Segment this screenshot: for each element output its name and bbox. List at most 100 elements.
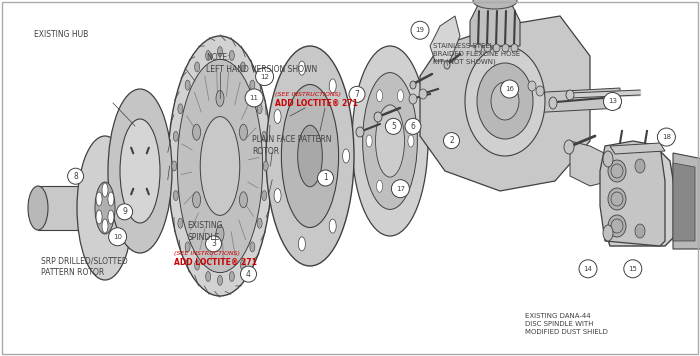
Text: 13: 13 <box>608 99 617 104</box>
Ellipse shape <box>536 86 544 96</box>
Ellipse shape <box>193 124 201 140</box>
Ellipse shape <box>274 189 281 203</box>
Ellipse shape <box>230 51 235 61</box>
Circle shape <box>318 170 333 186</box>
Ellipse shape <box>608 188 626 210</box>
Ellipse shape <box>475 44 482 52</box>
Ellipse shape <box>635 159 645 173</box>
Ellipse shape <box>266 46 354 266</box>
Ellipse shape <box>528 81 536 91</box>
Ellipse shape <box>329 219 336 233</box>
Ellipse shape <box>250 242 255 252</box>
Text: SRP DRILLED/SLOTTED
PATTERN ROTOR: SRP DRILLED/SLOTTED PATTERN ROTOR <box>41 256 127 277</box>
Ellipse shape <box>96 210 102 224</box>
Ellipse shape <box>444 61 450 69</box>
Polygon shape <box>673 153 700 249</box>
Text: 8: 8 <box>74 172 78 181</box>
Text: 17: 17 <box>396 186 405 192</box>
Ellipse shape <box>178 104 183 114</box>
Text: 15: 15 <box>629 266 637 272</box>
Ellipse shape <box>200 117 240 215</box>
Ellipse shape <box>409 94 417 104</box>
Circle shape <box>241 266 256 282</box>
Ellipse shape <box>398 180 403 192</box>
Ellipse shape <box>603 225 613 241</box>
Ellipse shape <box>174 190 178 201</box>
Text: EXISTING
SPINDLE: EXISTING SPINDLE <box>188 221 223 241</box>
Ellipse shape <box>102 219 108 233</box>
Circle shape <box>386 119 401 134</box>
Ellipse shape <box>230 272 235 282</box>
Circle shape <box>245 89 263 107</box>
Circle shape <box>657 128 676 146</box>
Ellipse shape <box>239 124 247 140</box>
Circle shape <box>500 80 519 98</box>
Ellipse shape <box>263 161 268 171</box>
Text: (SEE INSTRUCTIONS): (SEE INSTRUCTIONS) <box>275 92 341 97</box>
Ellipse shape <box>240 62 246 72</box>
Text: EXISTING HUB: EXISTING HUB <box>34 30 88 39</box>
Ellipse shape <box>240 260 246 270</box>
Text: PLAIN FACE PATTERN
ROTOR: PLAIN FACE PATTERN ROTOR <box>252 135 332 156</box>
Ellipse shape <box>566 90 574 100</box>
Polygon shape <box>38 186 93 230</box>
Ellipse shape <box>168 36 272 296</box>
Ellipse shape <box>493 44 500 52</box>
Ellipse shape <box>108 192 114 206</box>
Ellipse shape <box>239 192 247 208</box>
Polygon shape <box>673 163 695 241</box>
Polygon shape <box>430 16 460 61</box>
Text: 7: 7 <box>355 90 359 99</box>
Ellipse shape <box>216 90 224 106</box>
Circle shape <box>405 119 421 134</box>
Ellipse shape <box>329 79 336 93</box>
Ellipse shape <box>484 44 491 52</box>
Ellipse shape <box>356 127 364 137</box>
Polygon shape <box>570 141 610 186</box>
Circle shape <box>624 260 642 278</box>
Text: 11: 11 <box>250 95 258 101</box>
Ellipse shape <box>491 82 519 120</box>
Ellipse shape <box>218 276 223 286</box>
Polygon shape <box>600 141 665 246</box>
Circle shape <box>349 87 365 102</box>
Ellipse shape <box>377 180 382 192</box>
Text: 9: 9 <box>122 207 127 216</box>
Text: 14: 14 <box>584 266 592 272</box>
Text: 1: 1 <box>323 173 328 183</box>
Text: 10: 10 <box>113 234 122 240</box>
Ellipse shape <box>262 190 267 201</box>
Ellipse shape <box>564 140 574 154</box>
Ellipse shape <box>206 272 211 282</box>
Ellipse shape <box>174 131 178 141</box>
Text: 5: 5 <box>391 122 395 131</box>
Text: 19: 19 <box>416 27 424 33</box>
Ellipse shape <box>206 51 211 61</box>
Ellipse shape <box>419 89 427 99</box>
Ellipse shape <box>172 161 176 171</box>
Circle shape <box>68 168 83 184</box>
Circle shape <box>256 68 274 85</box>
Ellipse shape <box>185 242 190 252</box>
Ellipse shape <box>108 210 114 224</box>
Text: 18: 18 <box>662 134 671 140</box>
Polygon shape <box>420 16 590 191</box>
Polygon shape <box>470 1 520 46</box>
Ellipse shape <box>298 237 305 251</box>
Text: 16: 16 <box>505 86 514 92</box>
Ellipse shape <box>376 105 405 177</box>
Circle shape <box>579 260 597 278</box>
Ellipse shape <box>608 215 626 237</box>
Ellipse shape <box>77 136 133 280</box>
Ellipse shape <box>96 192 102 206</box>
Circle shape <box>391 180 409 198</box>
Ellipse shape <box>473 0 517 9</box>
Ellipse shape <box>635 224 645 238</box>
Text: ADD LOCTITE® 271: ADD LOCTITE® 271 <box>174 258 256 267</box>
Ellipse shape <box>408 135 414 147</box>
Polygon shape <box>510 88 620 114</box>
Ellipse shape <box>257 218 262 228</box>
Text: 2: 2 <box>449 136 454 145</box>
Ellipse shape <box>177 59 262 273</box>
Ellipse shape <box>95 182 115 234</box>
